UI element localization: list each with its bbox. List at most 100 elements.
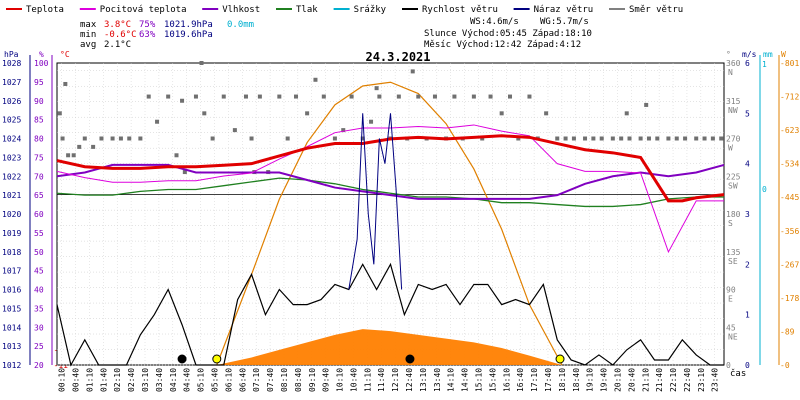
wind-direction-point [63,81,68,86]
wind-direction-point [410,69,415,74]
time-tick-label: 02:10 [113,368,122,392]
hpa-tick-label: 1015 [2,304,21,313]
wind-direction-point [341,128,346,133]
time-tick-label: 14:10 [447,368,456,392]
time-tick-label: 14:40 [461,368,470,392]
mm-axis-label: mm [763,50,773,59]
ms-tick-label: 3 [745,210,750,219]
time-tick-label: 01:10 [85,368,94,392]
dir-tick-label: 135 [726,248,741,257]
wind-direction-point [110,136,115,141]
wind-direction-point [591,136,596,141]
pct-tick-label: 20 [34,361,44,370]
wind-speed-line [56,262,724,367]
time-tick-label: 12:10 [391,368,400,392]
pct-tick-label: 65 [34,191,44,200]
time-tick-label: 02:40 [127,368,136,392]
w-tick-label: -356 [780,227,799,236]
wind-direction-point [210,136,215,141]
dir-name-label: S [728,219,733,228]
time-tick-label: 05:10 [197,368,206,392]
hpa-tick-label: 1016 [2,286,21,295]
dir-tick-label: 315 [726,97,741,106]
hpa-axis-label: hPa [4,50,19,59]
stats-max-label: max [80,20,97,30]
time-tick-label: 20:10 [613,368,622,392]
wind-direction-point [60,136,65,141]
hpa-tick-label: 1018 [2,248,21,257]
wind-direction-point [221,94,226,99]
dir-tick-label: 270 [726,135,741,144]
pct-tick-label: 45 [34,267,44,276]
wind-direction-point [571,136,576,141]
stats-moon: Měsíc Východ:12:42 Západ:4:12 [424,40,581,50]
pct-tick-label: 35 [34,304,44,313]
ms-tick-label: 0 [745,361,750,370]
stats-panel: max 3.8°C 75% 1021.9hPa 0.0mm min -0.6°C… [80,17,592,50]
pct-tick-label: 60 [34,210,44,219]
time-tick-label: 17:10 [530,368,539,392]
pressure-line [56,177,724,208]
chart-title: 24.3.2021 [365,50,430,64]
wind-direction-point [277,94,282,99]
wind-direction-point [377,94,382,99]
time-tick-label: 12:40 [405,368,414,392]
wind-direction-point [508,94,513,99]
wind-direction-point [599,136,604,141]
wind-direction-point [182,170,187,175]
wind-direction-point [249,136,254,141]
wind-direction-point [655,136,660,141]
wind-direction-point [232,128,237,133]
wind-direction-point [155,119,160,124]
dir-tick-label: 180 [726,210,741,219]
wind-direction-point [180,98,185,103]
hpa-tick-label: 1022 [2,172,21,181]
wind-direction-point [624,111,629,116]
pct-tick-label: 55 [34,229,44,238]
event-marker [555,354,565,364]
legend-label: Pocitová teplota [100,5,187,15]
pct-tick-label: 80 [34,135,44,144]
wind-direction-point [313,77,318,82]
wind-direction-point [77,144,82,149]
time-tick-label: 13:40 [433,368,442,392]
wind-direction-point [499,111,504,116]
wind-direction-point [82,136,87,141]
plot-area [56,61,725,367]
pct-tick-label: 70 [34,172,44,181]
w-tick-label: -445 [780,193,799,202]
time-tick-label: 00:40 [72,368,81,392]
stats-sun: Slunce Východ:05:45 Západ:18:10 [424,29,592,39]
wind-direction-point [702,136,707,141]
humidity-line [56,163,725,200]
dir-name-label: NE [728,332,738,341]
hpa-tick-label: 1028 [2,59,21,68]
time-tick-label: 10:40 [349,368,358,392]
hpa-tick-label: 1014 [2,323,21,332]
wind-direction-point [202,111,207,116]
hpa-tick-label: 1021 [2,191,21,200]
wind-direction-point [199,61,204,65]
ms-tick-label: 4 [745,160,750,169]
wind-direction-point [257,94,262,99]
wind-direction-point [719,136,724,141]
stats-avg-label: avg [80,40,96,50]
time-tick-label: 03:10 [141,368,150,392]
wind-direction-point [349,94,354,99]
ms-tick-label: 1 [745,311,750,320]
plot-frame [56,62,725,366]
wind-direction-point [516,136,521,141]
wind-direction-point [166,94,171,99]
wind-direction-point [544,111,549,116]
wind-direction-point [118,136,123,141]
ms-tick-label: 5 [745,109,750,118]
pct-tick-label: 50 [34,248,44,257]
time-tick-label: 23:10 [697,368,706,392]
w-tick-label: -178 [780,294,799,303]
time-tick-label: 19:40 [600,368,609,392]
dir-tick-label: 90 [726,286,736,295]
ms-tick-label: 2 [745,260,750,269]
wind-direction-point [138,136,143,141]
stats-max-temp: 3.8°C [104,20,131,30]
